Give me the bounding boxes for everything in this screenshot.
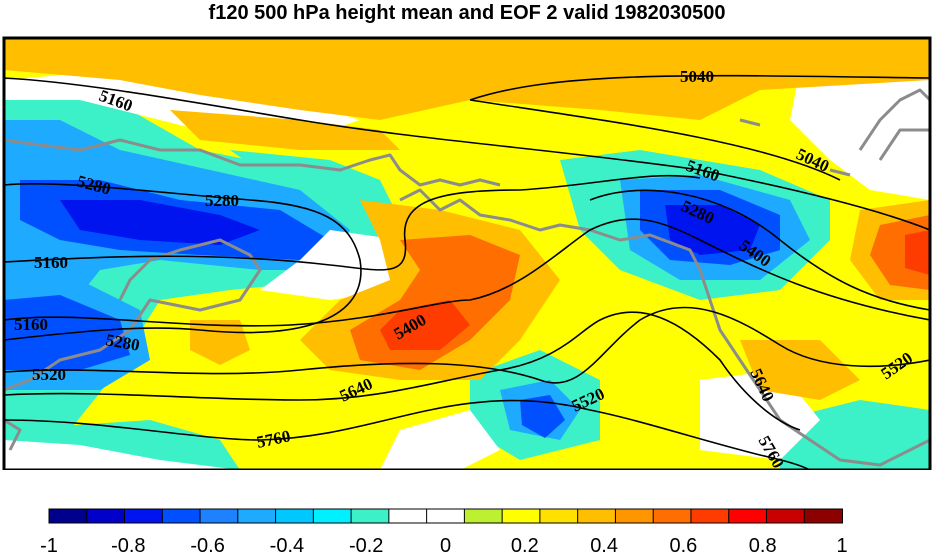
eof-zero-band-south [380,410,500,470]
colorbar-swatches [48,508,843,524]
colorbar-tick-label: 0.2 [511,535,539,557]
height-contour-5520 [4,306,930,384]
colorbar-swatch [124,508,164,524]
eof-neg-medium-south [520,395,565,438]
colorbar-tick-label: -1 [40,535,58,557]
eof-pos-orange-southeast [740,340,860,400]
eof-pos-deepred-east [905,230,930,275]
colorbar-swatch [690,508,730,524]
contour-label: 5280 [205,191,239,210]
height-contour-5160 [4,77,930,271]
contour-label: 5160 [34,253,68,272]
height-contour-5400 [4,218,930,327]
colorbar-swatch [539,508,579,524]
colorbar: -1 -0.8 -0.6 -0.4 -0.2 0 0.2 0.4 0.6 0.8 1 [40,508,848,557]
contour-label: 5520 [32,365,66,384]
coastline-northeast [739,88,930,177]
colorbar-swatch [803,508,843,524]
colorbar-tick-label: -0.2 [349,535,383,557]
height-contour-5640 [4,311,801,431]
colorbar-swatch [388,508,428,524]
eof-pos-deepred-center [380,300,470,350]
colorbar-tick-label: -0.4 [270,535,304,557]
colorbar-tick-label: 1 [836,535,847,557]
coastline-west [4,138,501,187]
map-frame [2,36,932,470]
colorbar-tick-label: 0.6 [669,535,697,557]
colorbar-swatch [199,508,239,524]
colorbar-tick-label: 0.4 [590,535,618,557]
colorbar-tick-label: -0.6 [190,535,224,557]
colorbar-swatch [237,508,277,524]
colorbar-swatch [463,508,504,524]
eof-neg-region-central-north [230,150,400,230]
height-contour-5040 [469,74,930,181]
colorbar-tick-label: 0.8 [749,535,777,557]
coastline-island [4,418,22,451]
eof-pos-orange-north-center [170,110,400,150]
colorbar-swatch [765,508,806,524]
colorbar-swatch [161,508,202,524]
contour-label: 5160 [14,315,48,334]
height-contour-5280 [4,183,930,341]
colorbar-swatch [426,508,466,524]
eof-neg-dark-east [665,205,760,255]
colorbar-swatch [312,508,353,524]
height-contour-5760 [4,399,811,470]
colorbar-tick-label: 0 [440,535,451,557]
colorbar-tick-labels: -1 -0.8 -0.6 -0.4 -0.2 0 0.2 0.4 0.6 0.8 1 [40,535,847,557]
eof-neg-dark-west [60,200,260,245]
colorbar-swatch [577,508,617,524]
colorbar-tick-label: -0.8 [111,535,145,557]
coastline-alaska [399,188,930,467]
eof-pos-orange-north [4,38,930,120]
eof-zero-band-east [790,60,930,200]
colorbar-swatch [652,508,692,524]
map-title: f120 500 hPa height mean and EOF 2 valid… [208,2,726,24]
colorbar-swatch [48,508,88,524]
colorbar-swatch [350,508,390,524]
contour-label: 5040 [680,67,714,86]
colorbar-swatch [728,508,768,524]
eof-height-map: 5040 5040 5160 5160 5160 5160 5280 5280 … [2,36,932,470]
eof-zero-band-southwest [4,440,240,470]
colorbar-swatch [275,508,315,524]
colorbar-swatch [614,508,655,524]
colorbar-swatch [501,508,541,524]
colorbar-swatch [86,508,126,524]
